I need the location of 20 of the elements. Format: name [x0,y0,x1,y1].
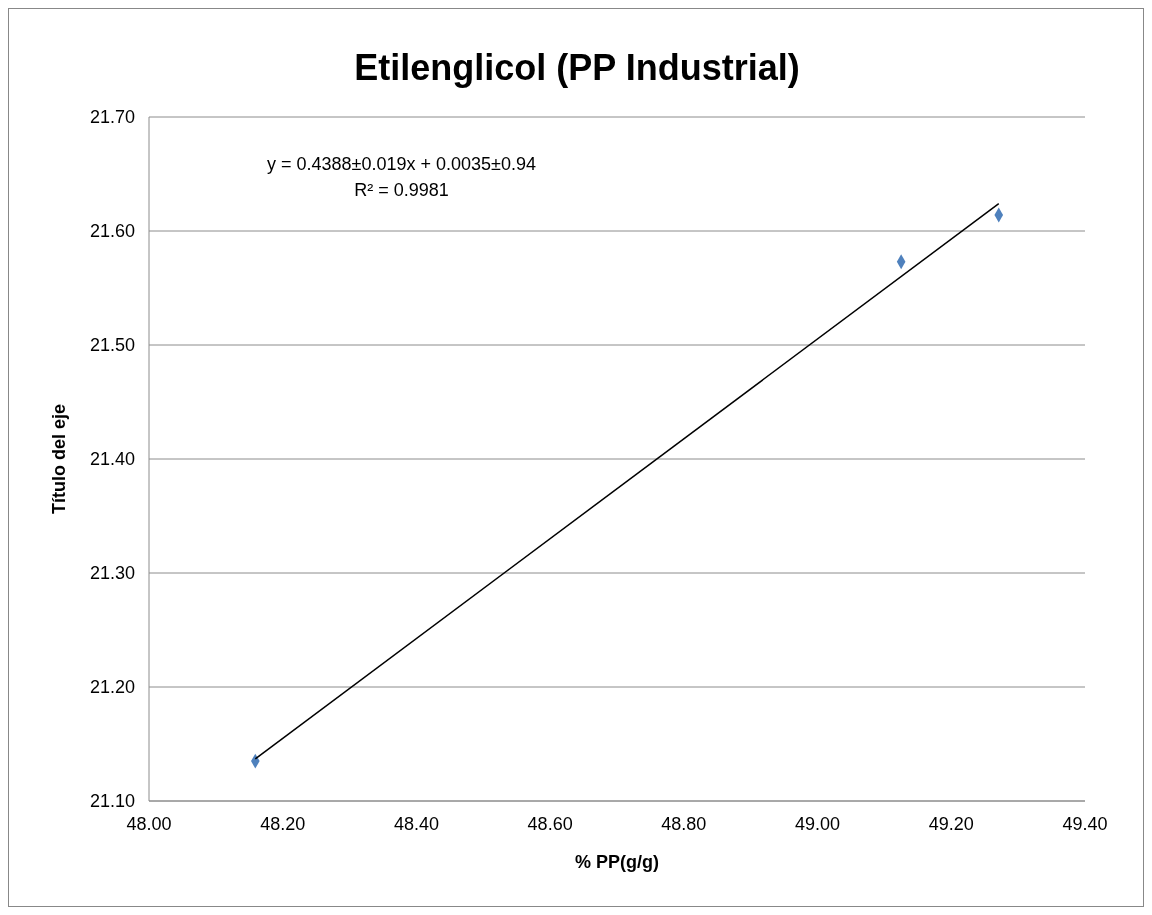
y-tick-label: 21.70 [89,107,135,128]
x-tick-label: 49.20 [928,813,974,834]
x-tick-label: 48.80 [661,813,707,834]
y-tick-label: 21.50 [89,335,135,356]
y-tick-label: 21.40 [89,449,135,470]
x-tick-label: 49.40 [1062,813,1108,834]
annotation: R² = 0.9981 [353,179,450,202]
x-tick-label: 48.60 [527,813,573,834]
x-tick-label: 49.00 [795,813,841,834]
x-tick-label: 48.00 [126,813,172,834]
x-tick-label: 48.20 [260,813,306,834]
annotation: y = 0.4388±0.019x + 0.0035±0.94 [267,153,536,176]
y-tick-label: 21.60 [89,221,135,242]
chart-title: Etilenglicol (PP Industrial) [353,47,801,89]
y-axis-title: Título del eje [49,403,70,515]
y-tick-label: 21.10 [89,791,135,812]
y-tick-label: 21.30 [89,563,135,584]
x-tick-label: 48.40 [393,813,439,834]
y-tick-label: 21.20 [89,677,135,698]
x-axis-title: % PP(g/g) [575,852,659,872]
